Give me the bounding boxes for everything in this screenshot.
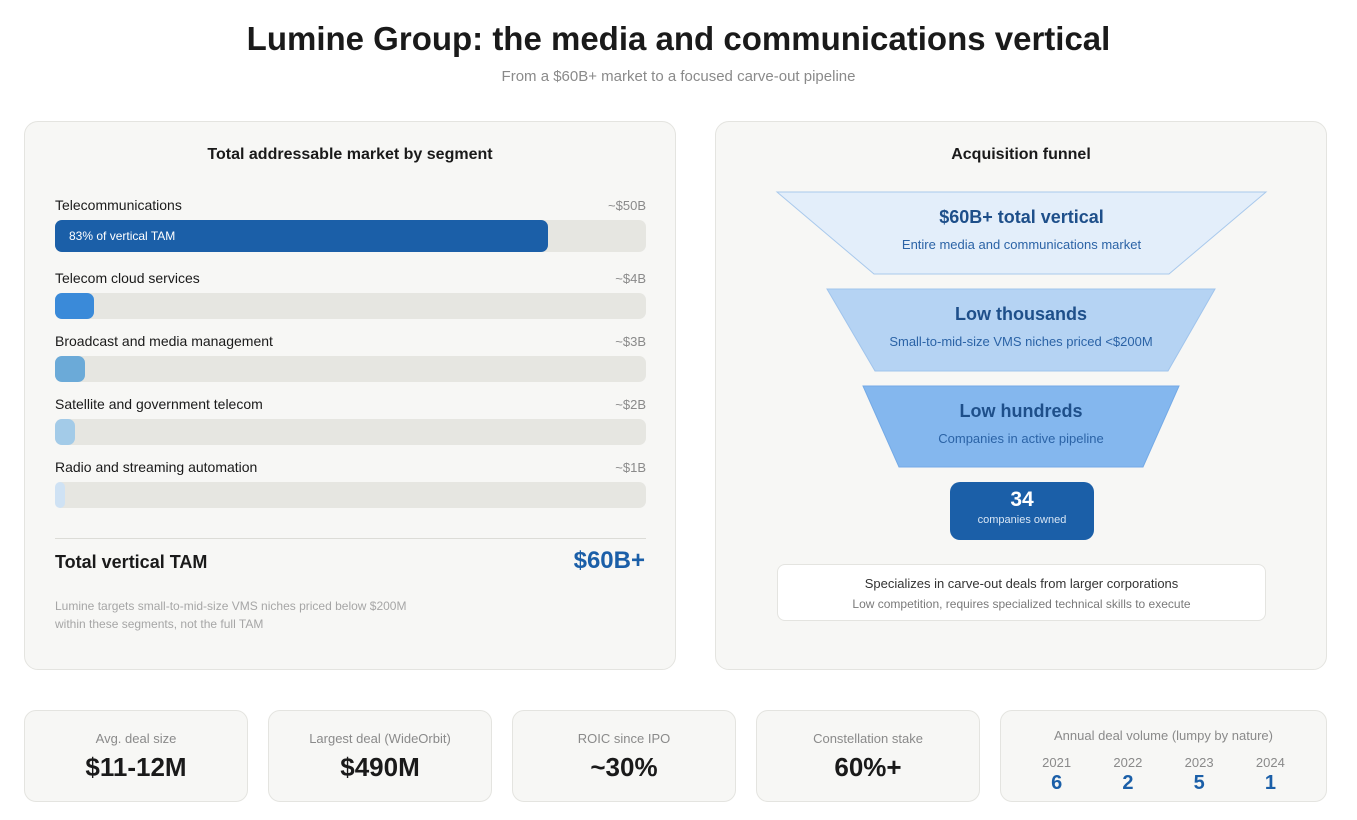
tam-card-title: Total addressable market by segment — [207, 146, 493, 163]
tam-bar-track — [55, 419, 646, 445]
tam-segment: Telecom cloud services ~$4B — [55, 268, 646, 319]
funnel-note-main: Specializes in carve-out deals from larg… — [864, 576, 1179, 591]
funnel-stage-title: Low hundreds — [959, 401, 1083, 421]
tam-bar — [55, 220, 548, 252]
deal-year-count: 6 — [1051, 772, 1063, 794]
deal-year: 2024 1 — [1240, 755, 1300, 795]
tam-note-line-1: Lumine targets small-to-mid-size VMS nic… — [55, 599, 407, 613]
stat-label: ROIC since IPO — [577, 731, 671, 746]
stat-label: Constellation stake — [813, 731, 923, 746]
funnel-stage: $60B+ total vertical Entire media and com… — [777, 207, 1266, 252]
deal-volume-years: 2021 6 2022 2 2023 5 2024 1 — [1001, 755, 1326, 795]
deal-year: 2023 5 — [1169, 755, 1229, 795]
stat-value: ~30% — [590, 752, 658, 782]
tam-segment-header: Telecommunications ~$50B — [55, 195, 646, 215]
tam-segment-header: Broadcast and media management ~$3B — [55, 331, 646, 351]
stat-value: $11-12M — [85, 752, 187, 782]
page-title: Lumine Group: the media and communicatio… — [246, 20, 1111, 57]
tam-segment-name: Broadcast and media management — [55, 333, 273, 349]
tam-bar — [55, 356, 85, 382]
stat-value: 60%+ — [834, 752, 902, 782]
tam-segment-name: Telecom cloud services — [55, 270, 200, 286]
stat-card-avg-deal-size: Avg. deal size $11-12M — [24, 710, 248, 802]
funnel-note-box: Specializes in carve-out deals from larg… — [777, 564, 1266, 621]
tam-bar — [55, 293, 94, 319]
tam-segment-header: Radio and streaming automation ~$1B — [55, 457, 646, 477]
deal-year: 2022 2 — [1098, 755, 1158, 795]
funnel-card: Acquisition funnel $60B+ total vertical E… — [715, 121, 1327, 670]
tam-segment-header: Satellite and government telecom ~$2B — [55, 394, 646, 414]
stat-value: $490M — [340, 752, 420, 782]
tam-segment-value: ~$50B — [608, 197, 646, 213]
funnel-stage-shape — [826, 288, 1216, 372]
tam-segment-value: ~$1B — [615, 459, 646, 475]
stat-label: Largest deal (WideOrbit) — [309, 731, 451, 746]
funnel-card-title: Acquisition funnel — [951, 146, 1091, 163]
funnel-stage-shape — [862, 385, 1180, 468]
deal-year-label: 2023 — [1184, 755, 1214, 770]
funnel-stage-subtitle: Entire media and communications market — [901, 237, 1142, 252]
funnel-stage-shape — [775, 191, 1268, 275]
deal-year: 2021 6 — [1027, 755, 1087, 795]
tam-note: Lumine targets small-to-mid-size VMS nic… — [55, 597, 475, 633]
deal-volume-label: Annual deal volume (lumpy by nature) — [1054, 728, 1273, 743]
tam-segment-value: ~$4B — [615, 270, 646, 286]
tam-segment-header: Telecom cloud services ~$4B — [55, 268, 646, 288]
tam-bar-track — [55, 482, 646, 508]
funnel-graphic — [775, 191, 1268, 468]
tam-card: Total addressable market by segment Tele… — [24, 121, 676, 670]
tam-segment-value: ~$3B — [615, 333, 646, 349]
tam-segment-name: Radio and streaming automation — [55, 459, 258, 475]
tam-bar-track: 83% of vertical TAM — [55, 220, 646, 252]
funnel-stage-title: $60B+ total vertical — [939, 207, 1104, 227]
stat-card-roic: ROIC since IPO ~30% — [512, 710, 736, 802]
page-subtitle: From a $60B+ market to a focused carve-o… — [501, 68, 856, 85]
stat-card-constellation-stake: Constellation stake 60%+ — [756, 710, 980, 802]
funnel-stage: Low thousands Small-to-mid-size VMS niche… — [827, 304, 1215, 349]
tam-segment: Radio and streaming automation ~$1B — [55, 457, 646, 508]
tam-note-line-2: within these segments, not the full TAM — [55, 617, 264, 631]
tam-bar-track — [55, 293, 646, 319]
funnel-stage-subtitle: Small-to-mid-size VMS niches priced <$20… — [889, 334, 1153, 349]
owned-label: companies owned — [977, 514, 1067, 526]
funnel-note-sub: Low competition, requires specialized te… — [852, 597, 1191, 611]
deal-year-label: 2021 — [1042, 755, 1072, 770]
funnel-stage-subtitle: Companies in active pipeline — [938, 431, 1104, 446]
tam-segment: Broadcast and media management ~$3B — [55, 331, 646, 382]
deal-year-count: 5 — [1193, 772, 1205, 794]
owned-count: 34 — [1010, 488, 1034, 511]
tam-segment-value: ~$2B — [615, 396, 646, 412]
stat-label: Avg. deal size — [95, 731, 177, 746]
tam-bar — [55, 419, 75, 445]
stat-card-deal-volume: Annual deal volume (lumpy by nature) 202… — [1000, 710, 1327, 802]
deal-year-count: 2 — [1122, 772, 1134, 794]
tam-divider — [55, 538, 646, 539]
stat-card-largest-deal: Largest deal (WideOrbit) $490M — [268, 710, 492, 802]
owned-companies-badge: 34 companies owned — [950, 482, 1094, 540]
tam-bar-label: 83% of vertical TAM — [69, 229, 176, 243]
deal-year-count: 1 — [1264, 772, 1276, 794]
deal-year-label: 2024 — [1255, 755, 1285, 770]
deal-year-label: 2022 — [1113, 755, 1143, 770]
tam-segment-name: Satellite and government telecom — [55, 396, 263, 412]
tam-total-value: $60B+ — [573, 547, 645, 574]
funnel-stage: Low hundreds Companies in active pipeline — [863, 401, 1179, 446]
tam-total-label: Total vertical TAM — [55, 552, 208, 572]
tam-bar-track — [55, 356, 646, 382]
tam-segment: Satellite and government telecom ~$2B — [55, 394, 646, 445]
funnel-stage-title: Low thousands — [955, 304, 1087, 324]
tam-segment-name: Telecommunications — [55, 197, 182, 213]
tam-bar — [55, 482, 65, 508]
tam-segment: Telecommunications ~$50B 83% of vertical T… — [55, 195, 646, 252]
